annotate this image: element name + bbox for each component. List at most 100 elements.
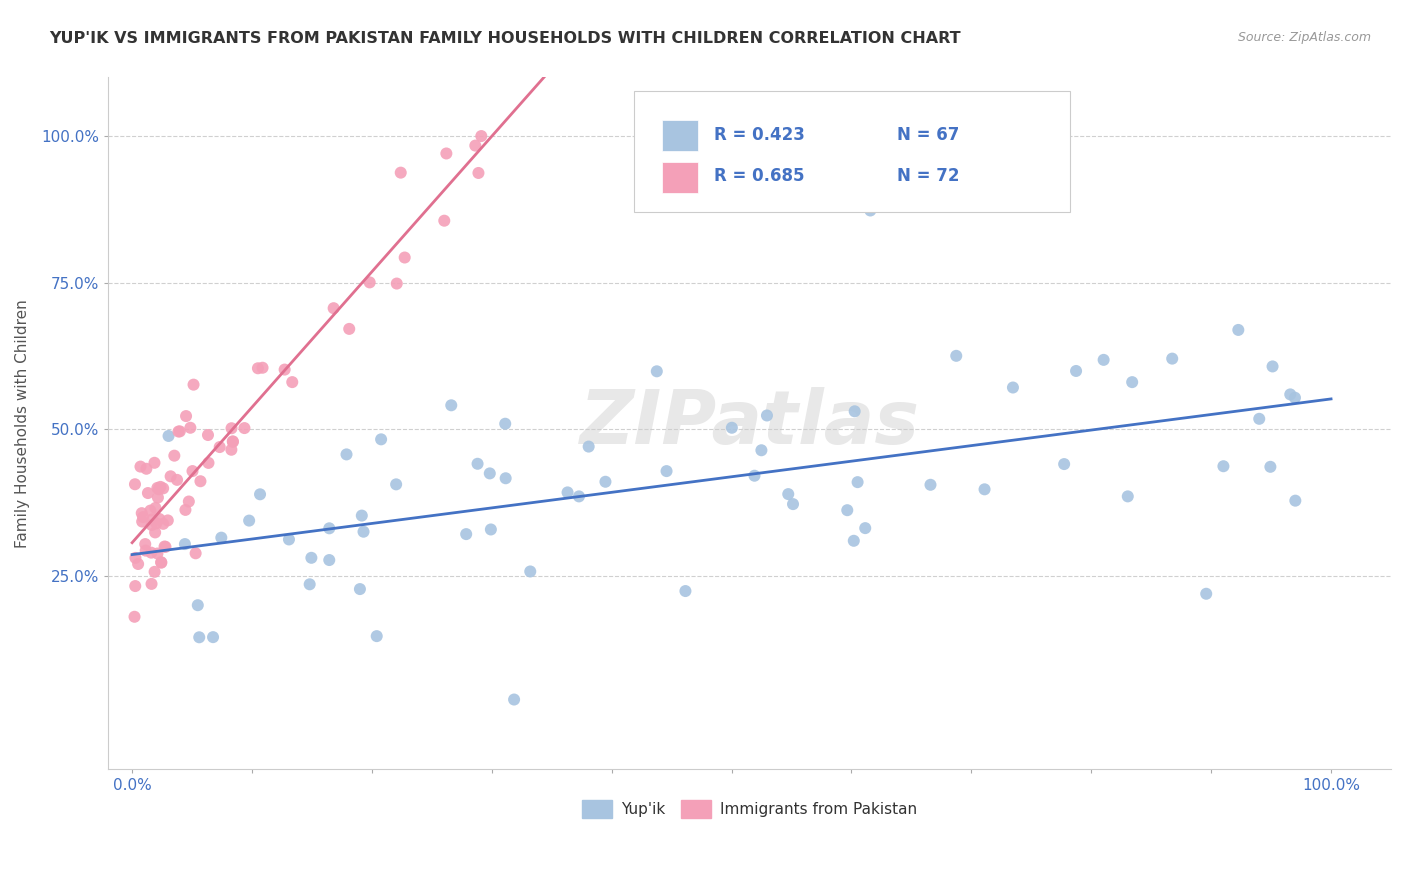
Point — [370, 433, 392, 447]
Text: N = 72: N = 72 — [897, 168, 960, 186]
Point — [1227, 323, 1250, 337]
Point — [385, 477, 408, 491]
Point — [837, 503, 859, 517]
Point — [238, 514, 260, 528]
Point — [519, 565, 541, 579]
Point — [1260, 459, 1282, 474]
Point — [183, 377, 205, 392]
Point — [322, 301, 344, 316]
Point — [155, 540, 177, 554]
Point — [1064, 364, 1087, 378]
Point — [353, 524, 375, 539]
Point — [335, 447, 357, 461]
Point — [150, 555, 173, 569]
Point — [744, 468, 766, 483]
Point — [568, 490, 591, 504]
Point — [298, 577, 321, 591]
Text: YUP'IK VS IMMIGRANTS FROM PAKISTAN FAMILY HOUSEHOLDS WITH CHILDREN CORRELATION C: YUP'IK VS IMMIGRANTS FROM PAKISTAN FAMIL… — [49, 31, 960, 46]
Point — [135, 543, 157, 558]
Point — [1249, 412, 1271, 426]
Point — [169, 425, 191, 439]
Point — [152, 516, 174, 531]
Point — [394, 251, 416, 265]
Point — [318, 553, 340, 567]
Text: N = 67: N = 67 — [897, 126, 959, 144]
Point — [281, 375, 304, 389]
Point — [464, 138, 486, 153]
Point — [141, 512, 163, 526]
Point — [778, 487, 800, 501]
Point — [148, 512, 170, 526]
Point — [166, 473, 188, 487]
Point — [675, 584, 697, 599]
Point — [842, 533, 865, 548]
Point — [299, 550, 322, 565]
Point — [366, 629, 388, 643]
Text: Source: ZipAtlas.com: Source: ZipAtlas.com — [1237, 31, 1371, 45]
Point — [197, 428, 219, 442]
Point — [945, 349, 967, 363]
Point — [208, 440, 231, 454]
Point — [153, 540, 176, 554]
Point — [578, 440, 600, 454]
Point — [467, 457, 489, 471]
Point — [157, 429, 180, 443]
Point — [1284, 391, 1306, 405]
Point — [853, 521, 876, 535]
Point — [337, 322, 360, 336]
Point — [174, 503, 197, 517]
Point — [494, 417, 516, 431]
Point — [467, 166, 489, 180]
Point — [129, 459, 152, 474]
Point — [973, 483, 995, 497]
Point — [131, 515, 153, 529]
Point — [844, 404, 866, 418]
Point — [174, 537, 197, 551]
Point — [167, 425, 190, 439]
Point — [221, 421, 243, 435]
Point — [1261, 359, 1284, 374]
FancyBboxPatch shape — [662, 161, 699, 193]
Point — [222, 434, 245, 449]
Point — [124, 550, 146, 565]
Text: ZIPatlas: ZIPatlas — [579, 387, 920, 460]
Point — [385, 277, 408, 291]
Point — [177, 494, 200, 508]
Point — [159, 469, 181, 483]
Point — [149, 480, 172, 494]
FancyBboxPatch shape — [662, 120, 699, 152]
Point — [163, 449, 186, 463]
Point — [433, 213, 456, 227]
Point — [503, 692, 526, 706]
Point — [495, 471, 517, 485]
Point — [143, 565, 166, 579]
Text: R = 0.423: R = 0.423 — [714, 126, 804, 144]
Point — [141, 518, 163, 533]
Point — [273, 362, 295, 376]
Point — [143, 525, 166, 540]
Point — [184, 546, 207, 560]
Point — [645, 364, 668, 378]
Point — [1279, 387, 1302, 401]
Point — [318, 521, 340, 535]
Point — [181, 464, 204, 478]
Point — [859, 203, 882, 218]
Point — [124, 609, 146, 624]
Point — [782, 497, 804, 511]
Point — [187, 598, 209, 612]
Point — [479, 523, 502, 537]
Point — [143, 456, 166, 470]
Point — [1053, 457, 1076, 471]
Point — [359, 276, 381, 290]
Point — [156, 513, 179, 527]
Text: R = 0.685: R = 0.685 — [714, 168, 804, 186]
Point — [127, 557, 149, 571]
Legend: Yup'ik, Immigrants from Pakistan: Yup'ik, Immigrants from Pakistan — [575, 794, 924, 824]
Point — [124, 579, 146, 593]
Point — [389, 166, 412, 180]
Point — [139, 503, 162, 517]
Y-axis label: Family Households with Children: Family Households with Children — [15, 299, 30, 548]
Point — [755, 409, 778, 423]
Point — [152, 481, 174, 495]
Point — [1116, 489, 1139, 503]
